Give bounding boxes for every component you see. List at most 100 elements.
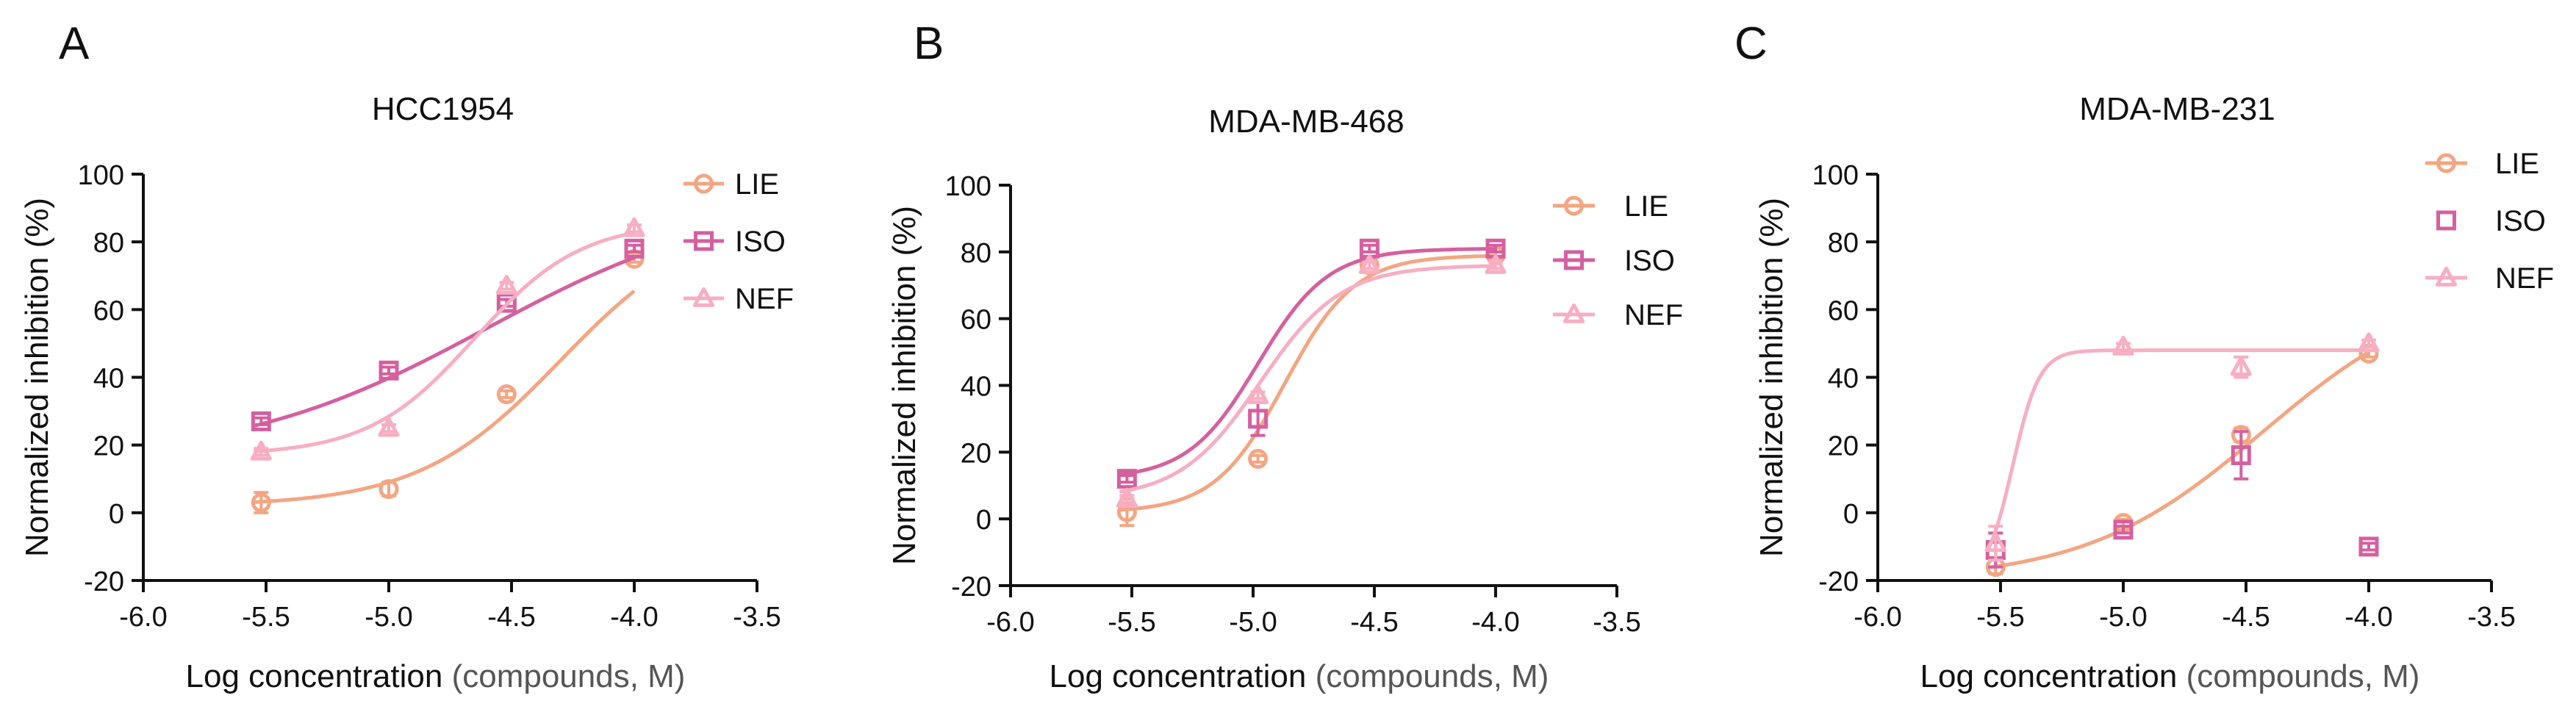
y-tick-label: 0 [976, 505, 991, 536]
x-tick-label: -4.5 [487, 602, 535, 633]
x-axis-label-units: (compounds, M) [452, 658, 686, 694]
legend-label: LIE [2495, 148, 2539, 180]
legend-marker-iso [1564, 250, 1584, 270]
data-point-lie [1248, 448, 1269, 469]
y-tick-label: 20 [961, 438, 991, 469]
legend-item-nef: NEF [684, 283, 794, 315]
legend-label: NEF [735, 283, 794, 315]
x-tick-label: -4.5 [2222, 602, 2270, 633]
data-point-nef [250, 440, 272, 461]
series-iso [1116, 238, 1506, 489]
data-point-nef [378, 417, 400, 437]
legend-item-lie: LIE [1553, 190, 1668, 223]
data-point-iso [1248, 409, 1269, 429]
y-axis-label: Normalized inhibition (%) [886, 206, 922, 565]
legend-marker-nef [1563, 303, 1585, 323]
legend-item-lie: LIE [684, 168, 779, 201]
y-tick-label: 40 [1828, 364, 1859, 395]
legend-item-iso: ISO [684, 226, 786, 258]
fit-curve-lie [254, 290, 636, 504]
y-tick-label: 80 [1828, 228, 1859, 259]
panel-b: B MDA-MB-468 -20 0 20 40 60 80 100 -6.0 -5.5 -5.0 -4… [886, 18, 1683, 694]
x-axis-label: Log concentration (compounds, M) [1050, 658, 1549, 694]
legend-item-iso: ISO [1553, 245, 1675, 277]
data-point-nef [2358, 332, 2380, 353]
legend-marker-iso [694, 231, 714, 251]
y-tick-label: 20 [1828, 431, 1859, 462]
data-point-iso [1116, 469, 1137, 489]
data-point-iso [496, 292, 517, 313]
data-point-nef [1247, 384, 1269, 405]
x-tick-label: -5.5 [1108, 607, 1155, 638]
legend-item-lie: LIE [2425, 148, 2539, 180]
panel-letter: A [59, 18, 90, 69]
x-tick-label: -5.5 [242, 602, 290, 633]
data-point-nef [1485, 253, 1507, 274]
y-tick-label: 100 [945, 171, 991, 202]
y-tick-label: 60 [961, 305, 991, 336]
legend-label: LIE [735, 168, 779, 201]
panel-a: A HCC1954 -20 0 20 40 60 80 100 -6.0 -5.5 -5.0 -4.5 -… [19, 18, 794, 694]
x-axis-label-main: Log concentration [1920, 658, 2186, 694]
series-nef [1116, 253, 1507, 508]
data-point-nef [1984, 532, 2006, 553]
legend-label: ISO [2495, 205, 2546, 237]
series-iso [1985, 430, 2379, 569]
legend-label: LIE [1624, 190, 1668, 223]
chart-title: MDA-MB-231 [2079, 91, 2275, 127]
x-tick-label: -3.5 [733, 602, 781, 633]
series-lie [251, 248, 645, 514]
y-axis-label: Normalized inhibition (%) [19, 198, 55, 557]
legend-label: NEF [2495, 262, 2554, 295]
fit-curve-iso [253, 256, 635, 428]
chart-title: HCC1954 [372, 91, 514, 127]
data-point-nef [1116, 487, 1138, 508]
data-point-iso [2113, 519, 2134, 540]
panel-letter: B [914, 18, 944, 69]
x-tick-label: -5.0 [1229, 607, 1277, 638]
chart-title: MDA-MB-468 [1208, 104, 1404, 140]
x-tick-label: -3.5 [1593, 607, 1640, 638]
legend-label: ISO [735, 226, 786, 258]
data-point-lie [496, 384, 517, 405]
x-axis-label-units: (compounds, M) [1316, 658, 1549, 694]
y-tick-label: 80 [93, 228, 124, 259]
y-tick-label: 40 [961, 372, 991, 403]
data-point-iso [2231, 445, 2251, 465]
legend-marker-lie [2436, 153, 2456, 173]
x-tick-label: -5.0 [365, 602, 412, 633]
x-axis-label: Log concentration (compounds, M) [186, 658, 686, 694]
series-nef [1984, 332, 2380, 562]
x-tick-label: -6.0 [986, 607, 1034, 638]
y-tick-label: 100 [1812, 160, 1859, 191]
y-tick-label: 100 [78, 160, 124, 191]
data-point-iso [2358, 536, 2379, 557]
x-tick-label: -4.0 [610, 602, 658, 633]
legend-marker-nef [692, 287, 715, 307]
x-tick-label: -4.0 [1471, 607, 1519, 638]
fit-curve-nef [1119, 264, 1496, 494]
data-point-nef [495, 275, 517, 295]
y-tick-label: 20 [93, 431, 124, 462]
data-point-nef [623, 217, 645, 237]
y-tick-label: 40 [93, 364, 124, 395]
legend-item-iso: ISO [2436, 205, 2546, 237]
data-point-nef [1358, 253, 1380, 274]
fit-curve-nef [254, 231, 635, 453]
legend-item-nef: NEF [2425, 262, 2554, 295]
y-tick-label: -20 [951, 572, 991, 603]
data-point-nef [2230, 356, 2252, 376]
data-point-nef [2112, 335, 2134, 356]
x-axis-label-units: (compounds, M) [2186, 658, 2420, 694]
legend-item-nef: NEF [1553, 299, 1683, 331]
legend-label: ISO [1624, 245, 1675, 277]
data-point-iso [251, 411, 271, 431]
x-axis-label: Log concentration (compounds, M) [1920, 658, 2420, 694]
y-tick-label: -20 [84, 567, 124, 597]
fit-curve-nef [1987, 348, 2369, 550]
x-tick-label: -6.0 [119, 602, 167, 633]
legend-marker-lie [694, 173, 714, 194]
x-axis-label-main: Log concentration [1050, 658, 1316, 694]
legend-marker-iso [2436, 210, 2456, 231]
